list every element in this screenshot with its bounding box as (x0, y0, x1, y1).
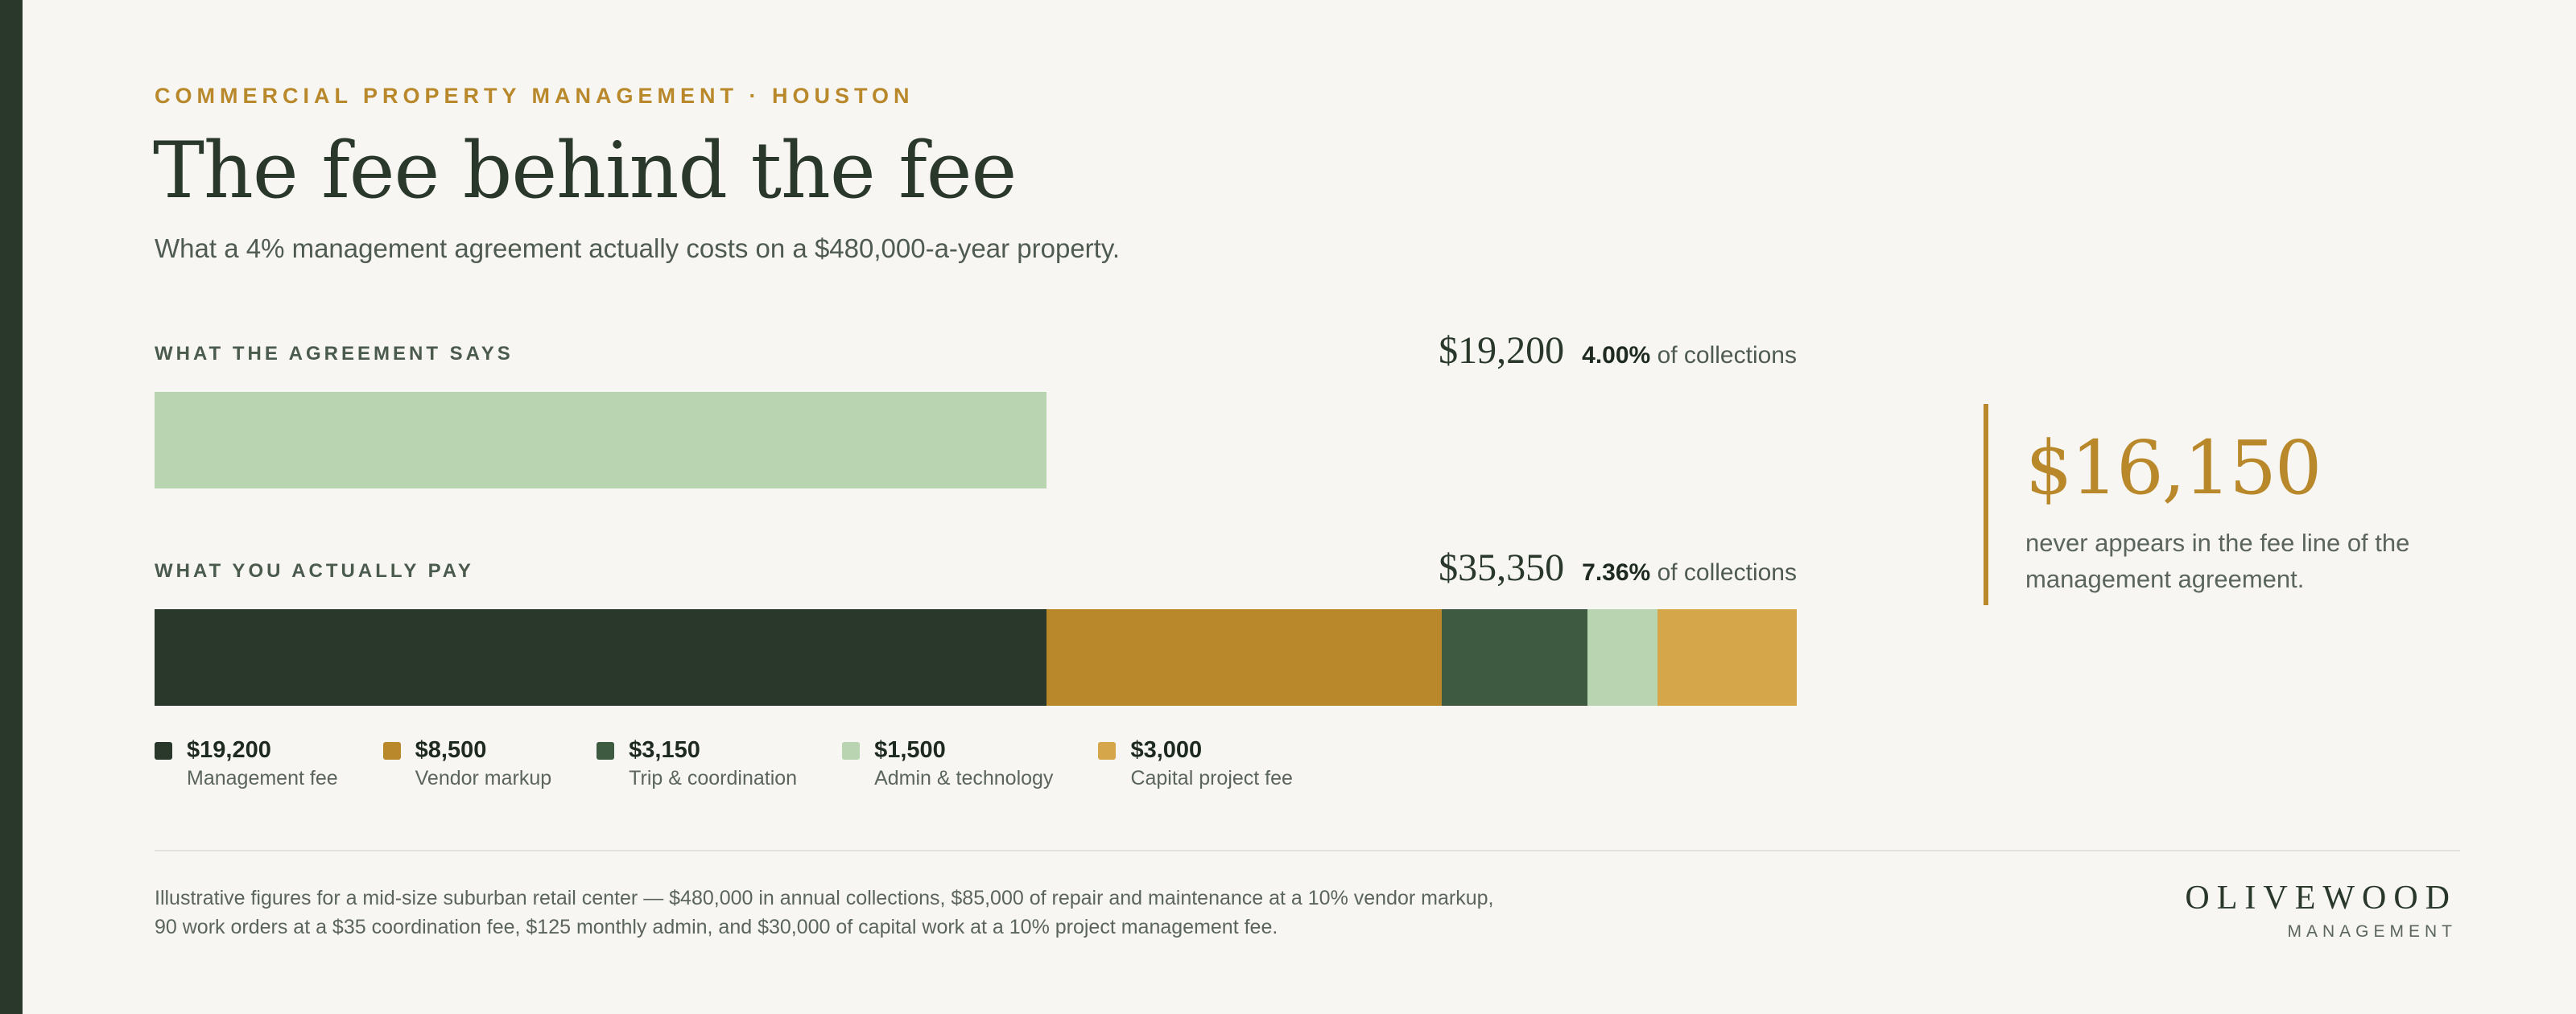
agreement-pct-suffix: of collections (1657, 342, 1797, 369)
legend-label: Capital project fee (1130, 767, 1293, 789)
legend-swatch (1098, 742, 1117, 760)
legend-value: $8,500 (415, 737, 487, 763)
difference-callout: $16,150 never appears in the fee line of… (1984, 404, 2467, 605)
legend-swatch (842, 742, 861, 760)
actual-stacked-bar (155, 609, 1797, 706)
actual-bar-segment-management-fee (155, 609, 1046, 706)
footnote: Illustrative figures for a mid-size subu… (155, 884, 1684, 942)
left-accent-rail (0, 0, 23, 1014)
footer-divider (155, 850, 2460, 851)
legend-item-management-fee: $19,200 Management fee (155, 736, 338, 792)
legend-label: Trip & coordination (629, 767, 798, 789)
legend-value: $3,150 (629, 737, 700, 763)
actual-row-label: WHAT YOU ACTUALLY PAY (155, 560, 474, 582)
legend-value: $1,500 (874, 737, 946, 763)
legend-value: $3,000 (1130, 737, 1203, 763)
actual-total: $35,350 7.36% of collections (1439, 546, 1797, 590)
legend-swatch (155, 742, 172, 760)
actual-total-amount: $35,350 (1439, 546, 1565, 589)
actual-bar-segment-capital-project-fee (1657, 609, 1797, 706)
legend-item-vendor-markup: $8,500 Vendor markup (382, 736, 552, 792)
legend-label: Management fee (187, 767, 338, 789)
legend-label: Vendor markup (415, 767, 552, 789)
legend-label: Admin & technology (874, 767, 1054, 789)
agreement-total-amount: $19,200 (1439, 329, 1565, 372)
agreement-pct-value: 4.00% (1582, 342, 1651, 369)
legend-value: $19,200 (187, 737, 271, 763)
legend-swatch (382, 742, 401, 760)
legend-item-admin-technology: $1,500 Admin & technology (842, 736, 1053, 792)
eyebrow: COMMERCIAL PROPERTY MANAGEMENT · HOUSTON (155, 84, 914, 108)
agreement-total-pct: 4.00% of collections (1582, 342, 1797, 369)
footnote-line-1: Illustrative figures for a mid-size subu… (155, 887, 1494, 909)
brand-logo-sub: MANAGEMENT (2287, 922, 2457, 941)
actual-bar-segment-admin-technology (1587, 609, 1657, 706)
callout-amount: $16,150 (2025, 425, 2322, 511)
actual-pct-value: 7.36% (1582, 559, 1651, 586)
legend-item-trip-coordination: $3,150 Trip & coordination (597, 736, 797, 792)
actual-bar-segment-trip-coordination (1441, 609, 1588, 706)
actual-bar-segment-vendor-markup (1046, 609, 1442, 706)
agreement-bar (155, 392, 1797, 488)
agreement-bar-segment-management-fee (155, 392, 1046, 488)
brand-logo-name: OLIVEWOOD (2185, 880, 2457, 917)
actual-pct-suffix: of collections (1657, 559, 1797, 586)
legend-item-capital-project-fee: $3,000 Capital project fee (1098, 736, 1293, 792)
agreement-row-label: WHAT THE AGREEMENT SAYS (155, 343, 514, 365)
page-subtitle: What a 4% management agreement actually … (155, 233, 1121, 263)
callout-text: never appears in the fee line of the man… (2025, 529, 2410, 593)
page-title: The fee behind the fee (153, 126, 1017, 216)
footnote-line-2: 90 work orders at a $35 coordination fee… (155, 916, 1278, 938)
legend-swatch (597, 742, 615, 760)
actual-total-pct: 7.36% of collections (1582, 559, 1797, 587)
agreement-total: $19,200 4.00% of collections (1439, 328, 1797, 373)
chart-legend: $19,200 Management fee $8,500 Vendor markup… (155, 736, 1338, 792)
